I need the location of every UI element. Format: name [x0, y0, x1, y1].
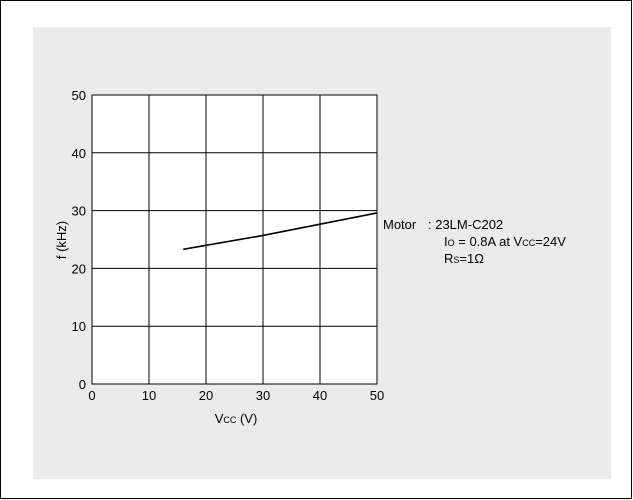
y-tick-label: 20 [72, 261, 86, 276]
grid-lines [91, 94, 378, 385]
annotation-motor-value: : 23LM-C202 [428, 217, 503, 232]
series-line [183, 212, 378, 251]
y-tick-label: 40 [72, 146, 86, 161]
annotation-io-line: IO = 0.8A at VCC=24V [444, 234, 566, 249]
series-group [183, 212, 378, 251]
x-tick-label: 30 [256, 388, 270, 403]
x-tick-label: 10 [142, 388, 156, 403]
plot-background [92, 95, 377, 384]
plot-area [91, 94, 378, 385]
annotation-motor-label: Motor [383, 217, 417, 232]
x-tick-label: 50 [370, 388, 384, 403]
x-tick-label: 20 [199, 388, 213, 403]
x-tick-label: 40 [313, 388, 327, 403]
y-axis-label: f (kHz) [54, 221, 69, 259]
annotation-rs-line: RS=1Ω [444, 251, 484, 266]
x-tick-labels: 0 10 20 30 40 50 [88, 388, 384, 403]
x-axis-label: VCC (V) [215, 411, 258, 426]
x-tick-label: 0 [88, 388, 95, 403]
y-tick-labels: 0 10 20 30 40 50 [72, 88, 86, 392]
y-tick-label: 10 [72, 319, 86, 334]
y-tick-label: 50 [72, 88, 86, 103]
y-tick-label: 30 [72, 204, 86, 219]
y-tick-label: 0 [79, 377, 86, 392]
